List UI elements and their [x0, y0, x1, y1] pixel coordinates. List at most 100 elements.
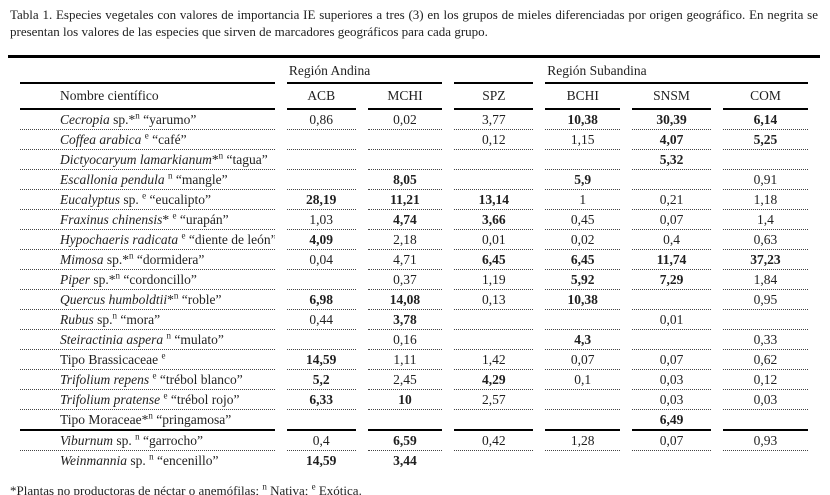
ie-value [632, 330, 711, 350]
ie-value: 0,07 [545, 350, 621, 370]
ie-value: 1,84 [722, 270, 808, 290]
table-row: Piper sp.*n “cordoncillo” 0,37 1,19 5,92 7,2… [20, 270, 808, 290]
ie-value [545, 310, 621, 330]
species-name: Rubus sp.n “mora” [20, 310, 275, 330]
ie-value: 0,13 [454, 290, 534, 310]
table-caption: Tabla 1. Especies vegetales con valores … [10, 7, 818, 39]
ie-value [454, 170, 534, 190]
ie-value: 1,11 [367, 350, 443, 370]
species-name: Fraxinus chinensis* e “urapán” [20, 210, 275, 230]
ie-value: 2,18 [367, 230, 443, 250]
table-row: Trifolium repens e “trébol blanco” 5,2 2,4… [20, 370, 808, 390]
ie-value: 7,29 [632, 270, 711, 290]
table-row: Rubus sp.n “mora” 0,44 3,78 0,01 [20, 310, 808, 330]
species-name: Tipo Brassicaceae e [20, 350, 275, 370]
ie-value [632, 290, 711, 310]
ie-value [367, 410, 443, 431]
ie-value: 28,19 [286, 190, 356, 210]
ie-value: 6,45 [545, 250, 621, 270]
ie-value: 14,59 [286, 350, 356, 370]
ie-value: 6,45 [454, 250, 534, 270]
ie-value: 1,19 [454, 270, 534, 290]
ie-value [632, 170, 711, 190]
ie-value [545, 451, 620, 470]
ie-value: 6,14 [722, 110, 808, 130]
table-row: Dictyocaryum lamarkianum*n “tagua” 5,32 [20, 150, 808, 170]
ie-value [286, 130, 356, 150]
ie-value: 0,07 [632, 431, 711, 451]
ie-value: 0,01 [454, 230, 534, 250]
ie-value: 0,03 [632, 370, 711, 390]
group-header-region-andina: Región Andina [286, 58, 443, 84]
column-header-nombre-cientifico: Nombre científico [20, 84, 275, 110]
ie-value [286, 330, 356, 350]
ie-value [454, 150, 534, 170]
ie-value: 14,59 [306, 452, 337, 468]
group-header-region-subandina: Región Subandina [545, 58, 808, 84]
table-row: Fraxinus chinensis* e “urapán” 1,03 4,74 3,… [20, 210, 808, 230]
ie-value [545, 150, 621, 170]
ie-value: 11,74 [632, 250, 711, 270]
ie-value: 14,08 [367, 290, 443, 310]
ie-value: 0,16 [367, 330, 443, 350]
ie-value: 4,3 [545, 330, 621, 350]
ie-value [367, 130, 443, 150]
species-name: Weinmannia sp. n “encenillo” [60, 451, 219, 468]
ie-value: 10 [367, 390, 443, 410]
ie-value [545, 410, 621, 431]
table-row: Coffea arabica e “café” 0,12 1,15 4,07 5,25 [20, 130, 808, 150]
ie-value: 2,45 [367, 370, 443, 390]
ie-value: 4,71 [367, 250, 443, 270]
ie-value [286, 410, 356, 431]
ie-value [454, 310, 534, 330]
ie-value: 0,02 [545, 230, 621, 250]
ie-value: 1 [545, 190, 621, 210]
ie-value: 0,02 [367, 110, 443, 130]
ie-value: 30,39 [632, 110, 711, 130]
ie-value: 0,4 [632, 230, 711, 250]
ie-value: 0,42 [454, 431, 534, 451]
ie-value: 4,29 [454, 370, 534, 390]
ie-value [454, 451, 533, 470]
column-header-acb: ACB [286, 84, 356, 110]
ie-value: 0,95 [722, 290, 808, 310]
table-row: Cecropia sp.*n “yarumo” 0,86 0,02 3,77 10,38… [20, 110, 808, 130]
table-body: Cecropia sp.*n “yarumo” 0,86 0,02 3,77 10,38… [20, 110, 808, 470]
ie-value [454, 330, 534, 350]
table-row: Steiractinia aspera n “mulato” 0,16 4,3 0,3… [20, 330, 808, 350]
species-name: Coffea arabica e “café” [20, 130, 275, 150]
table-row: Eucalyptus sp. e “eucalipto” 28,19 11,21 13… [20, 190, 808, 210]
table-row: Quercus humboldtii*n “roble” 6,98 14,08 0,1… [20, 290, 808, 310]
ie-value: 0,1 [545, 370, 621, 390]
ie-value [286, 270, 356, 290]
species-name: Viburnum sp. n “garrocho” [20, 431, 275, 451]
ie-value [722, 410, 808, 431]
species-name: Mimosa sp.*n “dormidera” [20, 250, 275, 270]
column-header-bchi: BCHI [545, 84, 621, 110]
species-name: Eucalyptus sp. e “eucalipto” [20, 190, 275, 210]
group-header-empty-spz [454, 58, 534, 84]
ie-value: 3,66 [454, 210, 534, 230]
ie-value: 6,33 [286, 390, 356, 410]
ie-value [545, 390, 621, 410]
ie-value: 0,44 [286, 310, 356, 330]
ie-value [286, 150, 356, 170]
species-name: Steiractinia aspera n “mulato” [20, 330, 275, 350]
table-header: Región Andina Región Subandina Nombre ci… [20, 58, 808, 110]
ie-value: 0,12 [454, 130, 534, 150]
group-header-empty-name [20, 58, 275, 84]
species-name: Tipo Moraceae*n “pringamosa” [20, 410, 275, 431]
ie-value: 5,2 [286, 370, 356, 390]
ie-value: 0,37 [367, 270, 443, 290]
ie-value [367, 150, 443, 170]
ie-value: 3,78 [367, 310, 443, 330]
ie-value: 6,59 [367, 431, 443, 451]
ie-value: 0,03 [722, 390, 808, 410]
ie-value: 3,77 [454, 110, 534, 130]
ie-value: 1,15 [545, 130, 621, 150]
ie-value: 5,9 [545, 170, 621, 190]
ie-value: 6,98 [286, 290, 356, 310]
ie-value: 0,21 [632, 190, 711, 210]
ie-value: 3,44 [393, 452, 417, 468]
